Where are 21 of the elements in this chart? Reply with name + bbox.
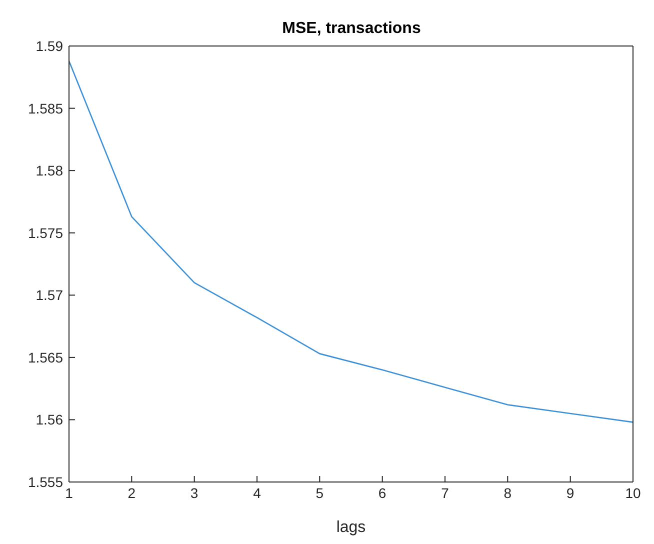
x-tick-label: 1 xyxy=(65,484,74,501)
x-tick-label: 8 xyxy=(504,484,512,501)
x-tick-label: 9 xyxy=(566,484,574,501)
x-tick-label: 6 xyxy=(378,484,386,501)
y-tick-label: 1.59 xyxy=(36,38,64,54)
chart-title: MSE, transactions xyxy=(282,20,421,37)
x-tick-label: 3 xyxy=(190,484,198,501)
x-tick-label: 10 xyxy=(625,484,641,501)
y-tick-label: 1.585 xyxy=(28,100,64,116)
y-tick-label: 1.575 xyxy=(28,224,64,241)
y-tick-label: 1.56 xyxy=(36,412,64,428)
y-tick-label: 1.58 xyxy=(36,162,64,179)
line-series xyxy=(69,60,633,423)
x-tick-label: 5 xyxy=(316,484,324,501)
y-tick-label: 1.565 xyxy=(28,349,64,366)
y-tick-label: 1.57 xyxy=(36,287,64,304)
x-tick-label: 7 xyxy=(441,484,450,501)
x-axis-title: lags xyxy=(336,519,366,536)
x-tick-label: 4 xyxy=(253,484,262,501)
y-tick-label: 1.555 xyxy=(28,474,64,490)
x-tick-label: 2 xyxy=(128,484,136,501)
